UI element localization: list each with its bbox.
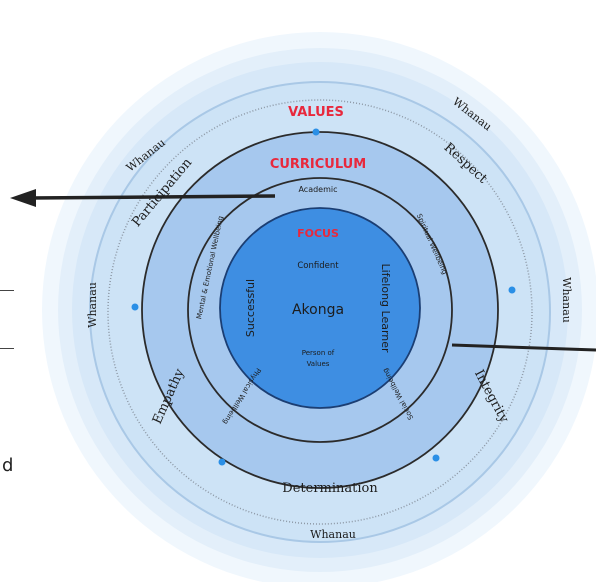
whanau-band <box>107 99 533 525</box>
whanau-label-right: Whanau <box>560 277 573 323</box>
dot-icon <box>131 303 139 311</box>
values-title: VALUES <box>288 105 344 120</box>
whanau-label-left: Whanau <box>86 282 99 328</box>
side-text-fragment: d <box>2 455 14 476</box>
left-divider-bottom <box>0 348 14 349</box>
whanau-label-bottom: Whanau <box>310 528 356 541</box>
value-determination: Determination <box>282 481 378 496</box>
focus-values: Values <box>307 360 330 368</box>
focus-title: FOCUS <box>297 227 339 240</box>
focus-confident: Confident <box>297 261 339 271</box>
curriculum-academic: Academic <box>298 185 337 194</box>
dot-icon <box>432 454 440 462</box>
focus-center: Akonga <box>292 302 344 318</box>
arrow-left-icon <box>10 189 276 207</box>
left-divider-top <box>0 290 14 291</box>
focus-person-of: Person of <box>302 349 335 357</box>
arrow-line-icon <box>451 343 596 352</box>
dot-icon <box>312 128 320 136</box>
dot-icon <box>508 286 516 294</box>
focus-successful: Successful <box>244 279 257 337</box>
curriculum-title: CURRICULUM <box>270 157 366 172</box>
focus-lifelong: Lifelong Learner <box>379 263 392 353</box>
focus-circle <box>219 207 421 409</box>
dot-icon <box>218 458 226 466</box>
